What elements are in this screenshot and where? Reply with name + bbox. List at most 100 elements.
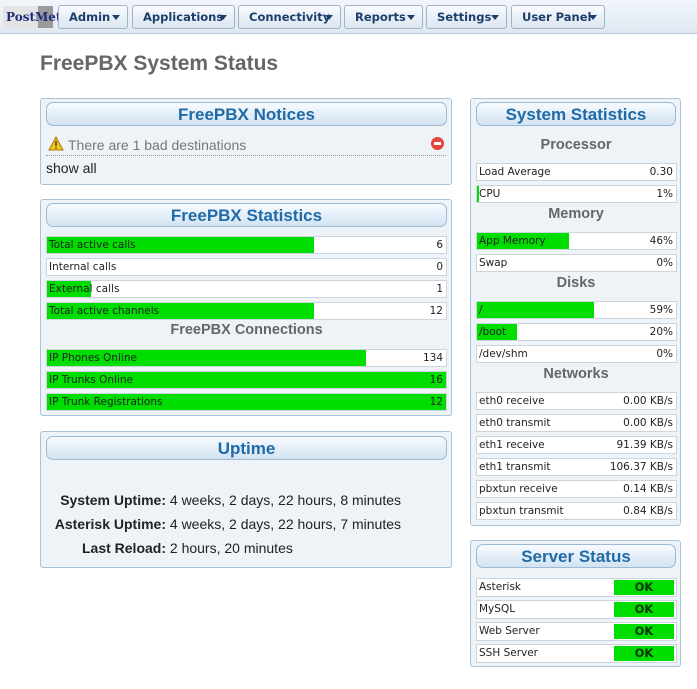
show-all-link[interactable]: show all <box>46 160 97 176</box>
conn-label: IP Trunk Registrations <box>49 396 163 408</box>
system-stats-title: System Statistics <box>476 102 676 126</box>
sys-label: /dev/shm <box>479 348 528 360</box>
menu-reports[interactable]: Reports <box>344 5 423 29</box>
net-label: pbxtun transmit <box>479 505 564 517</box>
sys-label: Load Average <box>479 166 551 178</box>
server-row-ssh-server: SSH Server OK <box>476 644 677 663</box>
status-badge: OK <box>614 580 674 595</box>
top-navbar: PostMet Admin Applications Connectivity … <box>0 0 697 34</box>
conn-row-ip-trunks: IP Trunks Online 16 <box>46 371 447 389</box>
server-row-web-server: Web Server OK <box>476 622 677 641</box>
conn-label: IP Phones Online <box>49 352 137 364</box>
conn-value: 16 <box>429 374 443 386</box>
sys-row-swap: Swap 0% <box>476 254 677 272</box>
connections-title: FreePBX Connections <box>170 322 323 338</box>
net-label: eth0 transmit <box>479 417 551 429</box>
server-label: SSH Server <box>479 647 538 659</box>
sys-label: / <box>479 304 483 316</box>
chevron-down-icon <box>407 15 415 20</box>
disks-title: Disks <box>556 275 596 291</box>
stat-label: Total active calls <box>49 239 136 251</box>
sys-row-load-average: Load Average 0.30 <box>476 163 677 181</box>
divider <box>46 155 446 156</box>
net-row: eth1 receive 91.39 KB/s <box>476 436 677 454</box>
stat-row-total-active-channels: Total active channels 12 <box>46 302 447 320</box>
processor-title: Processor <box>540 137 612 153</box>
sys-row-disk-root: / 59% <box>476 301 677 319</box>
net-row: eth0 receive 0.00 KB/s <box>476 392 677 410</box>
sys-value: 1% <box>656 188 673 200</box>
statistics-title: FreePBX Statistics <box>46 203 447 227</box>
status-badge: OK <box>614 602 674 617</box>
server-status-title: Server Status <box>476 544 676 568</box>
menu-user-panel[interactable]: User Panel <box>511 5 605 29</box>
server-label: Web Server <box>479 625 540 637</box>
networks-title: Networks <box>543 366 609 382</box>
conn-label: IP Trunks Online <box>49 374 134 386</box>
sys-bar <box>477 324 517 340</box>
menu-connectivity[interactable]: Connectivity <box>238 5 341 29</box>
system-uptime-row: System Uptime: 4 weeks, 2 days, 22 hours… <box>41 492 401 508</box>
status-badge: OK <box>614 624 674 639</box>
warning-icon <box>48 136 64 151</box>
chevron-down-icon <box>219 15 227 20</box>
stat-bar <box>47 281 91 297</box>
asterisk-uptime-row: Asterisk Uptime: 4 weeks, 2 days, 22 hou… <box>41 516 401 532</box>
system-uptime-label: System Uptime: <box>60 492 166 508</box>
menu-applications-label: Applications <box>143 10 224 24</box>
last-reload-label: Last Reload: <box>81 540 166 556</box>
net-row: eth1 transmit 106.37 KB/s <box>476 458 677 476</box>
sys-value: 0% <box>656 257 673 269</box>
server-label: MySQL <box>479 603 516 615</box>
net-label: pbxtun receive <box>479 483 558 495</box>
stat-label: External calls <box>49 283 120 295</box>
asterisk-uptime-value: 4 weeks, 2 days, 22 hours, 7 minutes <box>169 516 402 532</box>
net-row: pbxtun transmit 0.84 KB/s <box>476 502 677 520</box>
notices-title: FreePBX Notices <box>46 102 447 126</box>
net-value: 0.14 KB/s <box>623 483 673 495</box>
system-uptime-value: 4 weeks, 2 days, 22 hours, 8 minutes <box>169 492 402 508</box>
net-value: 106.37 KB/s <box>609 461 673 473</box>
conn-row-trunk-registrations: IP Trunk Registrations 12 <box>46 393 447 411</box>
sys-row-app-memory: App Memory 46% <box>476 232 677 250</box>
stat-label: Internal calls <box>49 261 117 273</box>
stat-bar <box>47 237 315 253</box>
menu-settings[interactable]: Settings <box>426 5 507 29</box>
stat-row-external-calls: External calls 1 <box>46 280 447 298</box>
server-row-asterisk: Asterisk OK <box>476 578 677 597</box>
chevron-down-icon <box>112 15 120 20</box>
sys-label: CPU <box>479 188 501 200</box>
server-label: Asterisk <box>479 581 522 593</box>
menu-admin[interactable]: Admin <box>58 5 128 29</box>
page-title: FreePBX System Status <box>40 52 279 75</box>
sys-row-cpu: CPU 1% <box>476 185 677 203</box>
sys-value: 46% <box>649 235 673 247</box>
last-reload-value: 2 hours, 20 minutes <box>169 540 293 556</box>
conn-bar <box>47 372 446 388</box>
memory-title: Memory <box>548 206 604 222</box>
conn-bar <box>47 350 367 366</box>
chevron-down-icon <box>491 15 499 20</box>
sys-bar <box>477 186 479 202</box>
sys-value: 59% <box>649 304 673 316</box>
server-row-mysql: MySQL OK <box>476 600 677 619</box>
logo[interactable]: PostMet <box>3 6 61 28</box>
menu-applications[interactable]: Applications <box>132 5 235 29</box>
sys-row-disk-shm: /dev/shm 0% <box>476 345 677 363</box>
net-label: eth1 receive <box>479 439 545 451</box>
menu-settings-label: Settings <box>437 10 492 24</box>
notice-item: There are 1 bad destinations <box>68 137 247 153</box>
delete-icon[interactable] <box>431 137 444 150</box>
net-label: eth1 transmit <box>479 461 551 473</box>
conn-row-ip-phones: IP Phones Online 134 <box>46 349 447 367</box>
stat-bar <box>47 303 315 319</box>
net-row: pbxtun receive 0.14 KB/s <box>476 480 677 498</box>
sys-value: 0.30 <box>649 166 673 178</box>
net-row: eth0 transmit 0.00 KB/s <box>476 414 677 432</box>
uptime-title: Uptime <box>46 436 447 460</box>
asterisk-uptime-label: Asterisk Uptime: <box>54 516 166 532</box>
chevron-down-icon <box>325 15 333 20</box>
stat-row-internal-calls: Internal calls 0 <box>46 258 447 276</box>
menu-user-panel-label: User Panel <box>522 10 592 24</box>
sys-bar <box>477 233 569 249</box>
